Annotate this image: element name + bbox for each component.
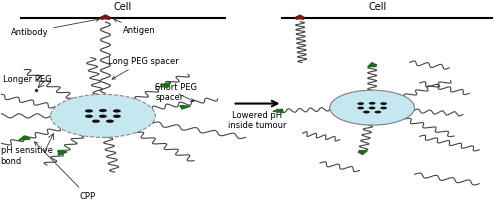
Circle shape [99,115,107,118]
Circle shape [85,115,93,118]
Text: pH sensitive
bond: pH sensitive bond [0,146,52,166]
Text: Lowered pH
inside tumour: Lowered pH inside tumour [228,111,286,130]
Circle shape [380,102,387,105]
Circle shape [106,120,114,123]
Text: Antigen: Antigen [114,19,156,35]
Polygon shape [100,15,110,19]
Polygon shape [58,150,67,155]
Polygon shape [273,109,283,113]
Circle shape [330,90,414,125]
Circle shape [380,107,387,109]
Circle shape [363,111,370,114]
Circle shape [113,109,121,113]
Polygon shape [296,15,304,19]
Circle shape [92,120,100,123]
Text: Longer PEG: Longer PEG [3,76,52,84]
Circle shape [99,109,107,112]
Polygon shape [359,150,367,155]
Circle shape [358,102,364,105]
Circle shape [369,102,376,105]
Text: Antibody: Antibody [10,18,100,37]
Polygon shape [18,136,30,140]
Circle shape [113,115,121,118]
Polygon shape [160,83,171,87]
Text: Cell: Cell [368,2,386,12]
Text: Cell: Cell [114,2,132,12]
Circle shape [369,107,376,109]
Circle shape [358,107,364,109]
Circle shape [374,111,382,114]
Circle shape [50,94,156,137]
Polygon shape [368,62,376,67]
Polygon shape [180,106,190,109]
Text: Long PEG spacer: Long PEG spacer [108,57,178,79]
Text: Short PEG
spacer: Short PEG spacer [156,83,198,103]
Text: CPP: CPP [34,142,96,201]
Circle shape [85,109,93,113]
